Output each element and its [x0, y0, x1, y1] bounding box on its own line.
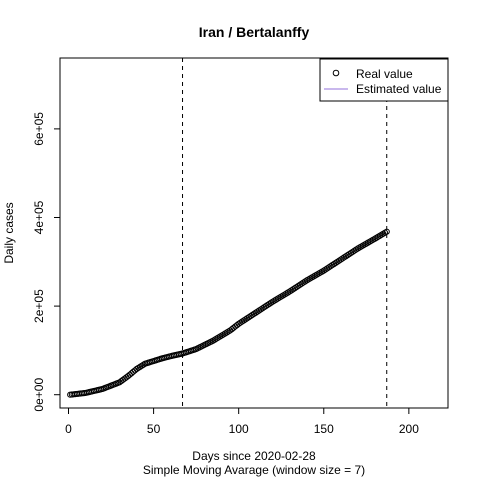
y-tick-label: 4e+05	[32, 200, 46, 234]
y-tick-label: 0e+00	[32, 378, 46, 412]
chart-title: Iran / Bertalanffy	[199, 24, 310, 40]
x-tick-label: 150	[314, 422, 334, 436]
x-tick-label: 200	[399, 422, 419, 436]
x-tick-label: 0	[65, 422, 72, 436]
legend: Real value Estimated value	[319, 58, 449, 102]
legend-real-value-marker	[332, 69, 340, 77]
y-axis-label: Daily cases	[2, 202, 16, 263]
real-value-point	[383, 228, 390, 235]
x-axis-label: Days since 2020-02-28	[192, 449, 316, 463]
x-tick-label: 100	[229, 422, 249, 436]
y-tick-label: 6e+05	[32, 112, 46, 146]
y-tick-label: 2e+05	[32, 289, 46, 323]
reference-lines	[182, 58, 388, 408]
plot-frame	[59, 57, 449, 409]
y-axis: 0e+00 2e+05 4e+05 6e+05	[32, 112, 61, 412]
x-axis: 0 50 100 150 200	[65, 407, 419, 436]
x-tick-label: 50	[147, 422, 161, 436]
legend-box	[319, 58, 449, 102]
legend-estimated-value-label: Estimated value	[356, 82, 442, 96]
legend-real-value-label: Real value	[356, 67, 413, 81]
x-axis-subtitle: Simple Moving Avarage (window size = 7)	[143, 463, 365, 477]
real-value-points	[67, 228, 390, 398]
